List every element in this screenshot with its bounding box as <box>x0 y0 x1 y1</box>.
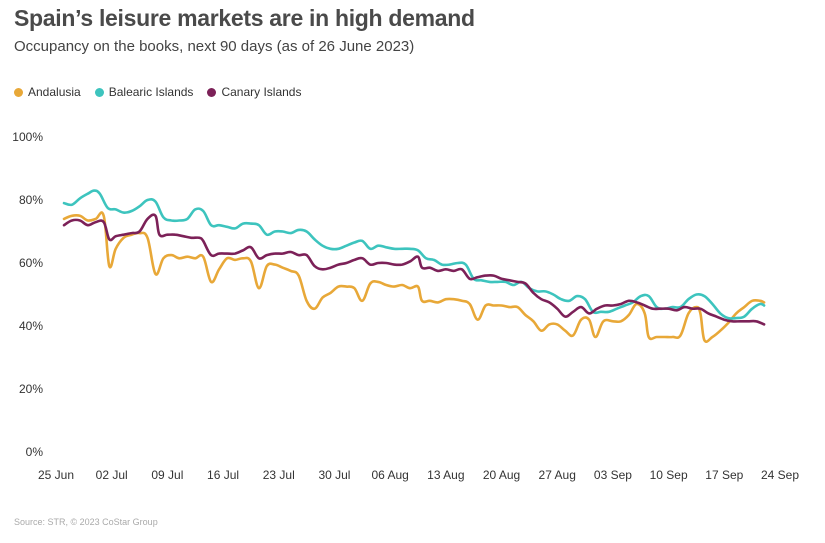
legend-swatch-canary-islands <box>207 87 217 97</box>
legend: Andalusia Balearic Islands Canary Island… <box>14 85 301 99</box>
chart-subtitle: Occupancy on the books, next 90 days (as… <box>14 38 415 55</box>
x-tick-label: 09 Jul <box>151 468 183 482</box>
x-tick-label: 23 Jul <box>263 468 295 482</box>
x-tick-label: 06 Aug <box>371 468 408 482</box>
source-note: Source: STR, © 2023 CoStar Group <box>14 517 158 527</box>
series-line-balearic-islands <box>62 189 766 320</box>
y-tick-label: 60% <box>19 256 43 270</box>
x-tick-label: 10 Sep <box>650 468 688 482</box>
series-layer <box>62 189 766 343</box>
x-axis: 25 Jun 02 Jul 09 Jul 16 Jul 23 Jul 30 Jul 06 A… <box>38 468 799 482</box>
x-tick-label: 02 Jul <box>96 468 128 482</box>
y-tick-label: 20% <box>19 382 43 396</box>
x-tick-label: 27 Aug <box>539 468 576 482</box>
legend-label-andalusia: Andalusia <box>28 85 81 99</box>
x-tick-label: 30 Jul <box>318 468 350 482</box>
x-tick-label: 13 Aug <box>427 468 464 482</box>
legend-label-canary-islands: Canary Islands <box>221 85 302 99</box>
series-line-andalusia <box>62 211 766 343</box>
y-tick-label: 100% <box>12 130 43 144</box>
x-tick-label: 25 Jun <box>38 468 74 482</box>
legend-item-andalusia[interactable]: Andalusia <box>14 85 81 99</box>
y-tick-label: 40% <box>19 319 43 333</box>
x-tick-label: 24 Sep <box>761 468 799 482</box>
x-tick-label: 20 Aug <box>483 468 520 482</box>
y-tick-label: 0% <box>26 445 44 459</box>
series-line-canary-islands <box>62 213 766 326</box>
y-axis: 0% 20% 40% 60% 80% 100% <box>12 130 43 459</box>
x-tick-label: 16 Jul <box>207 468 239 482</box>
y-tick-label: 80% <box>19 193 43 207</box>
legend-swatch-andalusia <box>14 87 23 97</box>
legend-swatch-balearic-islands <box>94 87 104 97</box>
x-tick-label: 17 Sep <box>705 468 743 482</box>
legend-label-balearic-islands: Balearic Islands <box>108 85 194 99</box>
legend-item-canary-islands[interactable]: Canary Islands <box>207 85 301 99</box>
x-tick-label: 03 Sep <box>594 468 632 482</box>
chart-title: Spain’s leisure markets are in high dema… <box>14 5 475 31</box>
legend-item-balearic-islands[interactable]: Balearic Islands <box>94 85 194 99</box>
